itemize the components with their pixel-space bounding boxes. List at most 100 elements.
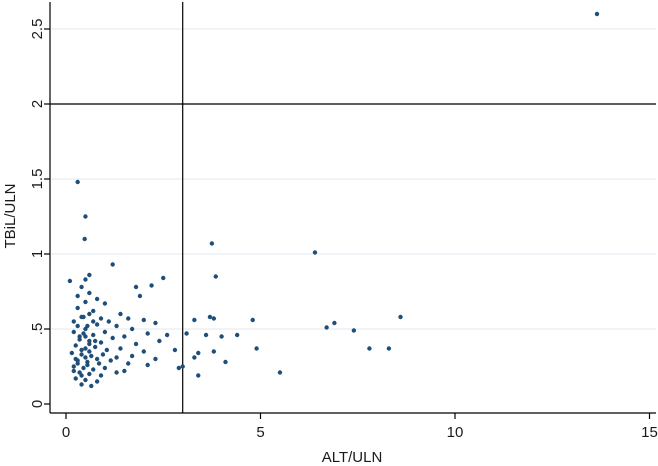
data-point — [91, 367, 96, 372]
data-point — [87, 311, 92, 317]
data-point — [254, 346, 259, 351]
data-point — [85, 362, 90, 368]
data-point — [73, 343, 78, 348]
data-point — [196, 373, 201, 378]
y-tick-label: 1 — [29, 250, 46, 258]
data-point — [98, 340, 104, 345]
data-point — [312, 250, 318, 255]
data-point — [75, 179, 80, 185]
data-point — [126, 316, 131, 321]
data-point — [100, 352, 106, 357]
gridlines — [51, 28, 656, 330]
data-point — [324, 325, 329, 330]
data-point — [81, 314, 86, 320]
y-tick-label: .5 — [29, 323, 46, 336]
data-point — [77, 334, 82, 339]
data-point — [211, 349, 217, 354]
data-point — [184, 331, 189, 336]
data-point — [114, 370, 119, 375]
data-point — [73, 356, 78, 362]
data-point — [137, 293, 143, 299]
data-point — [192, 317, 197, 323]
data-point — [133, 341, 139, 347]
data-point — [277, 370, 283, 375]
data-point — [83, 346, 88, 351]
data-point — [79, 352, 84, 357]
data-point — [81, 365, 86, 371]
data-point — [207, 314, 213, 320]
data-point — [223, 359, 228, 365]
data-point — [106, 319, 111, 324]
data-point — [82, 236, 87, 242]
data-point — [89, 353, 94, 359]
data-point — [145, 362, 150, 368]
data-point — [75, 305, 80, 311]
data-point — [79, 373, 84, 378]
data-point — [92, 344, 98, 350]
data-point — [89, 383, 94, 389]
data-point — [96, 361, 102, 366]
data-point — [87, 349, 92, 354]
data-point — [386, 346, 392, 351]
data-point — [87, 341, 92, 347]
data-point — [75, 361, 80, 366]
data-point — [83, 377, 88, 383]
data-point — [104, 347, 110, 353]
data-point — [75, 293, 80, 299]
data-point — [114, 323, 119, 329]
data-point — [102, 329, 108, 335]
data-point — [118, 311, 123, 317]
data-point — [153, 320, 158, 326]
data-point — [176, 365, 182, 371]
data-point — [209, 241, 215, 246]
data-point — [83, 355, 88, 360]
data-point — [172, 347, 178, 353]
data-point — [149, 283, 154, 288]
data-point — [153, 356, 158, 362]
data-point — [83, 277, 88, 282]
data-point — [94, 356, 100, 362]
data-point — [73, 376, 78, 381]
data-point — [91, 308, 96, 314]
data-point — [94, 379, 100, 384]
data-points — [67, 11, 600, 389]
data-point — [145, 331, 150, 336]
data-point — [203, 332, 209, 338]
data-point — [141, 349, 146, 354]
data-point — [332, 320, 337, 326]
data-point — [108, 358, 113, 363]
data-point — [161, 275, 166, 281]
data-point — [102, 365, 108, 371]
data-point — [75, 323, 80, 329]
x-tick-label: 0 — [62, 424, 70, 441]
data-point — [67, 278, 73, 284]
data-point — [129, 326, 135, 332]
data-point — [91, 319, 96, 324]
data-point — [141, 317, 146, 323]
y-axis-title: TBiL/ULN — [2, 183, 19, 248]
data-point — [98, 316, 104, 321]
data-point — [98, 373, 104, 378]
y-tick-label: 1.5 — [29, 169, 46, 190]
data-point — [196, 350, 201, 356]
data-point — [71, 319, 76, 324]
data-point — [110, 335, 115, 341]
x-tick-label: 5 — [256, 424, 264, 441]
y-tick-label: 0 — [29, 400, 46, 408]
data-point — [129, 353, 135, 359]
data-point — [83, 214, 88, 219]
data-point — [114, 355, 119, 360]
data-point — [87, 290, 92, 296]
data-point — [122, 334, 127, 339]
data-point — [71, 364, 76, 369]
data-point — [192, 355, 197, 360]
data-point — [85, 323, 90, 329]
x-tick-label: 10 — [447, 424, 464, 441]
data-point — [133, 284, 139, 290]
data-point — [79, 382, 84, 387]
data-point — [126, 361, 131, 366]
data-point — [219, 334, 224, 339]
data-point — [71, 329, 76, 335]
y-tick-label: 2 — [29, 100, 46, 108]
